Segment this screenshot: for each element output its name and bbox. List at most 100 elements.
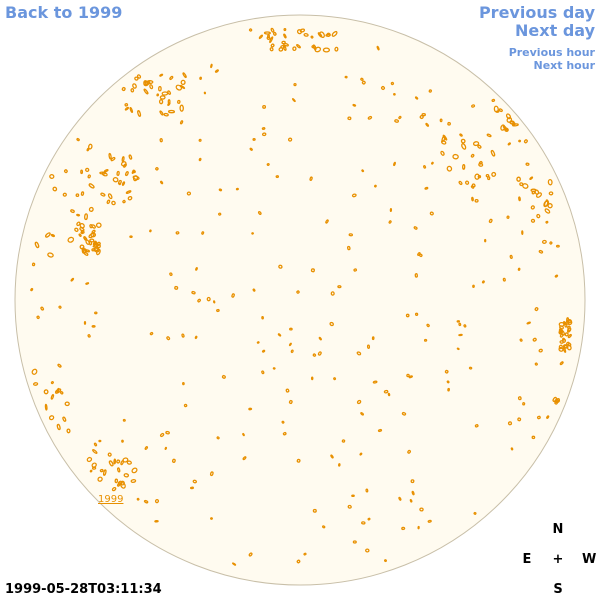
previous-hour-link[interactable]: Previous hour <box>508 46 595 59</box>
active-region-contour <box>554 274 559 278</box>
active-region-contour <box>64 169 68 174</box>
active-region-contour <box>285 388 290 393</box>
active-region-contour <box>322 47 331 53</box>
active-region-contour <box>158 99 164 105</box>
active-region-contour <box>534 362 538 366</box>
active-region-contour <box>312 353 317 357</box>
active-region-contour <box>401 526 406 531</box>
active-region-contour <box>210 517 213 520</box>
active-region-contour <box>67 236 75 243</box>
active-region-contour <box>292 46 297 52</box>
active-region-contour <box>507 421 513 426</box>
active-region-contour <box>329 321 334 327</box>
active-region-contour <box>81 248 87 254</box>
active-region-contour <box>290 349 294 354</box>
active-region-contour <box>331 30 338 37</box>
next-day-link[interactable]: Next day <box>515 21 595 40</box>
compass-east-label: E <box>522 552 532 567</box>
active-region-contour <box>428 89 432 93</box>
active-region-contour <box>522 402 526 406</box>
active-region-contour <box>263 31 271 35</box>
active-region-contour <box>50 381 54 385</box>
active-region-contour <box>278 264 283 269</box>
active-region-contour <box>121 156 125 163</box>
active-region-contour <box>94 311 98 315</box>
active-region-contour <box>121 181 126 186</box>
active-region-contour <box>410 479 415 484</box>
active-region-contour <box>518 196 521 202</box>
active-region-contour <box>545 220 549 224</box>
active-region-contour <box>156 93 160 97</box>
active-region-contour <box>407 449 411 454</box>
active-region-contour <box>179 84 186 90</box>
active-region-contour <box>470 153 475 158</box>
active-region-contour <box>296 458 301 463</box>
active-region-contour <box>333 377 337 381</box>
active-region-contour <box>266 163 270 166</box>
active-region-contour <box>270 43 275 48</box>
active-region-contour <box>203 91 207 95</box>
active-region-contour <box>544 200 550 207</box>
compass-center-icon: + <box>552 552 564 567</box>
active-region-contour <box>124 106 130 111</box>
active-region-contour <box>155 167 159 171</box>
active-region-contour <box>99 468 104 473</box>
active-region-contour <box>159 95 166 100</box>
active-region-contour <box>426 323 430 328</box>
active-region-contour <box>62 192 67 197</box>
active-region-contour <box>519 182 524 187</box>
active-region-contour <box>507 142 511 146</box>
active-region-contour <box>107 452 112 457</box>
active-region-contour <box>429 211 434 216</box>
active-region-contour <box>559 340 564 344</box>
active-region-contour <box>117 179 122 185</box>
active-region-contour <box>351 494 355 498</box>
year-label-link[interactable]: 1999 <box>98 494 124 505</box>
active-region-contour <box>481 280 485 284</box>
active-region-contour <box>242 432 245 437</box>
active-region-contour <box>165 430 170 435</box>
active-region-contour <box>419 507 424 512</box>
active-region-contour <box>461 143 467 150</box>
active-region-contour <box>388 220 392 224</box>
next-hour-link[interactable]: Next hour <box>533 59 596 72</box>
active-region-contour <box>122 163 127 168</box>
active-region-contour <box>163 112 169 117</box>
active-region-contour <box>325 219 329 224</box>
previous-day-link[interactable]: Previous day <box>478 3 595 22</box>
active-region-contour <box>49 174 55 179</box>
back-to-year-link[interactable]: Back to 1999 <box>5 3 123 22</box>
active-region-contour <box>52 186 58 192</box>
active-region-contour <box>261 127 266 130</box>
active-region-contour <box>56 423 61 431</box>
active-region-contour <box>310 35 314 39</box>
active-region-contour <box>377 428 383 433</box>
active-region-contour <box>166 336 171 341</box>
active-region-contour <box>546 415 550 419</box>
active-region-contour <box>172 458 176 463</box>
active-region-contour <box>248 407 253 411</box>
active-region-contour <box>154 498 160 504</box>
active-region-contour <box>112 177 119 183</box>
active-region-contour <box>567 320 573 326</box>
active-region-contour <box>128 154 133 160</box>
active-region-contour <box>108 152 112 160</box>
active-region-contour <box>121 439 124 443</box>
active-region-contour <box>523 139 528 144</box>
active-region-contour <box>117 467 121 473</box>
active-region-contour <box>110 156 116 162</box>
active-region-contour <box>257 211 262 215</box>
active-region-contour <box>334 46 339 52</box>
active-region-contour <box>275 175 280 179</box>
active-region-contour <box>309 176 313 181</box>
active-region-contour <box>296 290 300 294</box>
active-region-contour <box>347 504 352 509</box>
active-region-contour <box>458 322 462 327</box>
active-region-contour <box>88 233 95 239</box>
active-region-contour <box>423 338 428 342</box>
active-region-contour <box>70 277 75 282</box>
active-region-contour <box>405 313 410 318</box>
active-region-contour <box>525 162 530 166</box>
active-region-contour <box>505 113 512 120</box>
